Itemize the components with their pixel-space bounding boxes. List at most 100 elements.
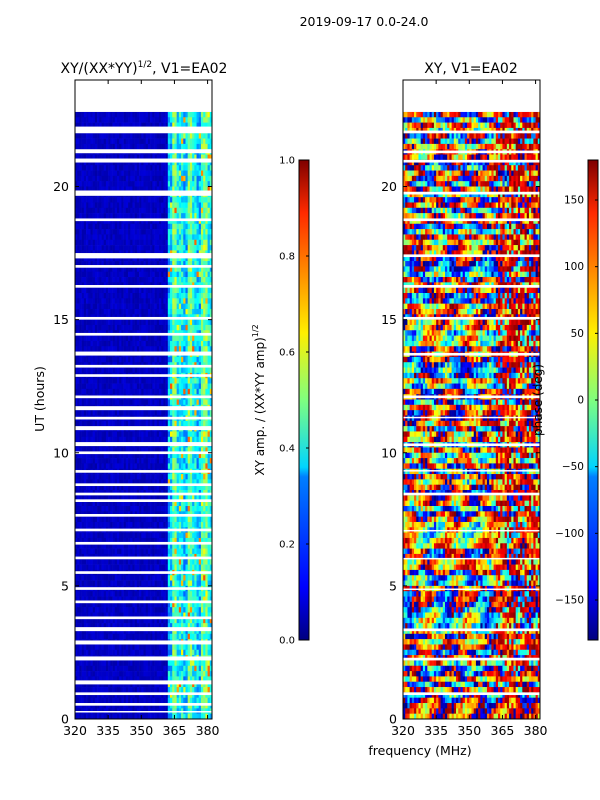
amplitude-cell	[94, 484, 98, 491]
amplitude-cell	[147, 117, 151, 123]
amplitude-cell	[203, 340, 206, 347]
amplitude-cell	[192, 388, 195, 395]
amplitude-cell	[143, 138, 147, 145]
amplitude-cell	[178, 234, 182, 241]
amplitude-cell	[121, 165, 124, 171]
amplitude-cell	[209, 474, 213, 480]
amplitude-cell	[154, 458, 158, 464]
amplitude-cell	[77, 287, 80, 294]
amplitude-cell	[116, 245, 120, 251]
amplitude-cell	[143, 474, 147, 480]
amplitude-cell	[83, 447, 87, 454]
amplitude-cell	[110, 436, 113, 443]
amplitude-cell	[128, 186, 131, 193]
amplitude-cell	[203, 261, 206, 267]
amplitude-cell	[174, 463, 177, 470]
amplitude-cell	[114, 117, 118, 123]
amplitude-cell	[158, 175, 162, 182]
amplitude-cell	[196, 410, 200, 416]
amplitude-cell	[205, 447, 208, 454]
amplitude-cell	[143, 335, 147, 342]
amplitude-cell	[203, 436, 206, 443]
amplitude-cell	[103, 138, 107, 145]
amplitude-cell	[198, 143, 202, 150]
amplitude-cell	[156, 159, 160, 166]
amplitude-cell	[81, 170, 85, 177]
amplitude-cell	[170, 388, 173, 395]
amplitude-cell	[185, 261, 188, 267]
amplitude-cell	[79, 175, 82, 182]
amplitude-cell	[86, 218, 89, 225]
amplitude-cell	[185, 383, 188, 390]
amplitude-cell	[103, 484, 107, 491]
amplitude-cell	[158, 324, 162, 331]
amplitude-cell	[81, 138, 85, 145]
amplitude-cell	[170, 117, 173, 123]
amplitude-cell	[125, 319, 129, 326]
amplitude-cell	[83, 223, 87, 230]
amplitude-cell	[174, 356, 177, 363]
amplitude-cell	[139, 186, 142, 193]
amplitude-cell	[123, 298, 127, 304]
amplitude-cell	[187, 143, 191, 150]
amplitude-cell	[205, 287, 208, 294]
amplitude-cell	[121, 234, 124, 241]
amplitude-cell	[154, 175, 158, 182]
amplitude-cell	[203, 388, 206, 395]
amplitude-cell	[156, 271, 160, 278]
amplitude-cell	[196, 340, 200, 347]
amplitude-cell	[92, 420, 96, 427]
amplitude-cell	[141, 255, 144, 262]
amplitude-cell	[86, 143, 89, 150]
amplitude-cell	[183, 383, 186, 390]
amplitude-cell	[134, 495, 138, 501]
amplitude-cell	[92, 388, 96, 395]
amplitude-cell	[105, 458, 109, 464]
amplitude-cell	[174, 447, 177, 454]
amplitude-cell	[172, 340, 175, 347]
amplitude-cell	[172, 181, 175, 187]
amplitude-cell	[97, 261, 100, 267]
amplitude-cell	[83, 452, 87, 459]
amplitude-cell	[125, 154, 129, 161]
amplitude-cell	[170, 367, 173, 374]
amplitude-cell	[189, 229, 193, 235]
amplitude-cell	[187, 367, 191, 374]
amplitude-cell	[196, 293, 200, 299]
amplitude-cell	[101, 271, 105, 278]
amplitude-cell	[141, 447, 144, 454]
amplitude-cell	[77, 388, 80, 395]
amplitude-cell	[88, 234, 91, 241]
amplitude-cell	[88, 346, 91, 352]
amplitude-cell	[116, 223, 120, 230]
amplitude-cell	[163, 234, 166, 241]
amplitude-cell	[181, 133, 184, 139]
amplitude-cell	[110, 287, 113, 294]
amplitude-cell	[119, 436, 122, 443]
amplitude-cell	[194, 229, 197, 235]
amplitude-cell	[79, 133, 82, 139]
amplitude-cell	[94, 500, 98, 507]
amplitude-cell	[75, 410, 78, 416]
amplitude-cell	[172, 410, 175, 416]
amplitude-cell	[174, 298, 177, 304]
amplitude-cell	[181, 111, 184, 118]
amplitude-cell	[103, 213, 107, 219]
amplitude-cell	[103, 293, 107, 299]
amplitude-cell	[205, 175, 208, 182]
amplitude-cell	[108, 186, 111, 193]
amplitude-cell	[192, 452, 195, 459]
amplitude-cell	[209, 154, 213, 161]
amplitude-cell	[181, 308, 184, 315]
amplitude-cell	[81, 436, 85, 443]
amplitude-cell	[110, 170, 113, 177]
amplitude-cell	[165, 298, 169, 304]
amplitude-cell	[119, 234, 122, 241]
amplitude-cell	[176, 431, 180, 438]
amplitude-cell	[114, 458, 118, 464]
amplitude-cell	[139, 324, 142, 331]
amplitude-cell	[205, 255, 208, 262]
amplitude-cell	[94, 506, 98, 512]
amplitude-cell	[116, 138, 120, 145]
amplitude-cell	[176, 175, 180, 182]
